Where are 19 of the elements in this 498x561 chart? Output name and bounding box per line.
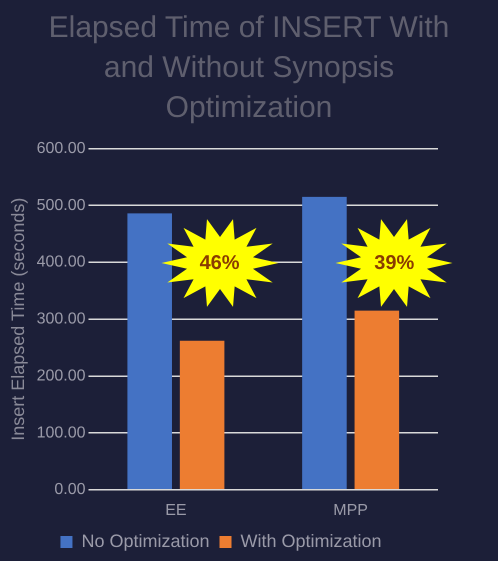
y-tick-label: 300.00 (36, 310, 86, 328)
y-tick-label: 400.00 (36, 254, 86, 271)
y-axis-title: Insert Elapsed Time (seconds) (8, 198, 28, 441)
annotation: 39% (373, 250, 416, 275)
y-tick-label: 0.00 (54, 481, 86, 498)
annotation: 46% (198, 250, 241, 275)
y-tick-label: 500.00 (36, 196, 86, 214)
chart-title: Elapsed Time of INSERT With and Without Synopsis Optimization (48, 10, 450, 126)
bar (127, 213, 172, 490)
x-tick-label: EE (165, 502, 187, 519)
legend-label: With Optimization (240, 530, 382, 551)
bar (302, 196, 347, 490)
legend-label: No Optimization (81, 530, 210, 551)
x-tick-label: MPP (333, 502, 368, 519)
bar (354, 310, 400, 490)
y-tick-label: 600.00 (36, 140, 86, 158)
y-tick-label: 200.00 (36, 367, 86, 384)
y-tick-label: 100.00 (36, 424, 86, 442)
bar (180, 340, 224, 490)
